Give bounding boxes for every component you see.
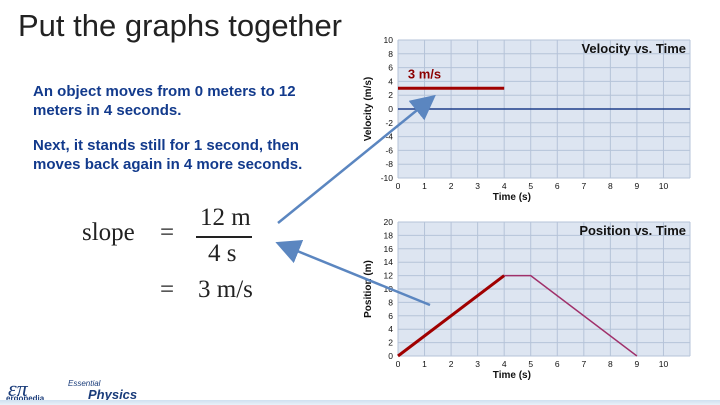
x-tick-label: 3 (475, 181, 480, 191)
y-tick-label: -8 (385, 159, 393, 169)
x-tick-label: 2 (449, 181, 454, 191)
x-tick-label: 7 (581, 359, 586, 369)
y-tick-label: 6 (388, 311, 393, 321)
x-axis-label: Time (s) (493, 192, 531, 203)
paragraph-motion-forward: An object moves from 0 meters to 12 mete… (33, 83, 296, 119)
y-tick-label: 6 (388, 63, 393, 73)
x-axis-label: Time (s) (493, 370, 531, 381)
x-tick-label: 10 (659, 181, 669, 191)
x-tick-label: 0 (396, 359, 401, 369)
arrow-from-position (275, 239, 431, 307)
x-tick-label: 4 (502, 359, 507, 369)
chart-title: Velocity vs. Time (581, 41, 686, 56)
x-tick-label: 5 (528, 359, 533, 369)
y-tick-label: -10 (381, 173, 394, 183)
x-tick-label: 3 (475, 359, 480, 369)
x-tick-label: 8 (608, 181, 613, 191)
y-tick-label: 4 (388, 324, 393, 334)
y-tick-label: 2 (388, 338, 393, 348)
x-tick-label: 6 (555, 359, 560, 369)
y-tick-label: 14 (384, 257, 394, 267)
arrow-to-velocity (277, 94, 436, 224)
fraction-bar (196, 236, 252, 238)
position-chart: 20181614121086420012345678910Time (s)Pos… (363, 217, 691, 381)
x-tick-label: 1 (422, 359, 427, 369)
ergopedia-logo-symbol: επ (8, 376, 28, 401)
chart-title: Position vs. Time (579, 223, 686, 238)
y-tick-label: 0 (388, 351, 393, 361)
y-tick-label: 2 (388, 90, 393, 100)
y-tick-label: 8 (388, 297, 393, 307)
y-tick-label: -6 (385, 145, 393, 155)
x-tick-label: 7 (581, 181, 586, 191)
y-tick-label: 18 (384, 230, 394, 240)
y-tick-label: 4 (388, 76, 393, 86)
series-line-0 (397, 274, 506, 358)
x-tick-label: 1 (422, 181, 427, 191)
slope-label: slope (82, 219, 135, 246)
x-tick-label: 10 (659, 359, 669, 369)
x-tick-label: 6 (555, 181, 560, 191)
y-tick-label: 8 (388, 49, 393, 59)
velocity-annotation: 3 m/s (408, 66, 441, 81)
x-tick-label: 8 (608, 359, 613, 369)
x-tick-label: 9 (635, 181, 640, 191)
y-tick-label: 20 (384, 217, 394, 227)
equals-sign-1: = (160, 219, 175, 246)
essential-label: Essential (68, 379, 101, 388)
denominator: 4 s (208, 240, 237, 267)
y-tick-label: -2 (385, 118, 393, 128)
footer-bar (0, 400, 720, 405)
y-axis-label: Velocity (m/s) (363, 77, 374, 141)
equals-sign-2: = (160, 276, 175, 303)
physics-label: Physics (88, 387, 138, 402)
slide-title: Put the graphs together (18, 8, 343, 43)
x-tick-label: 5 (528, 181, 533, 191)
x-tick-label: 2 (449, 359, 454, 369)
y-tick-label: 12 (384, 271, 394, 281)
series-line-1 (504, 274, 638, 357)
slope-result: 3 m/s (198, 276, 253, 303)
x-tick-label: 4 (502, 181, 507, 191)
x-tick-label: 9 (635, 359, 640, 369)
x-tick-label: 0 (396, 181, 401, 191)
y-tick-label: 10 (384, 35, 394, 45)
ergopedia-logo-text: ergopedia (6, 394, 45, 403)
y-tick-label: 16 (384, 244, 394, 254)
paragraph-motion-back: Next, it stands still for 1 second, then… (33, 137, 303, 173)
y-tick-label: 0 (388, 104, 393, 114)
y-axis-label: Position (m) (363, 260, 374, 318)
numerator: 12 m (200, 204, 251, 231)
y-tick-label: -4 (385, 132, 393, 142)
